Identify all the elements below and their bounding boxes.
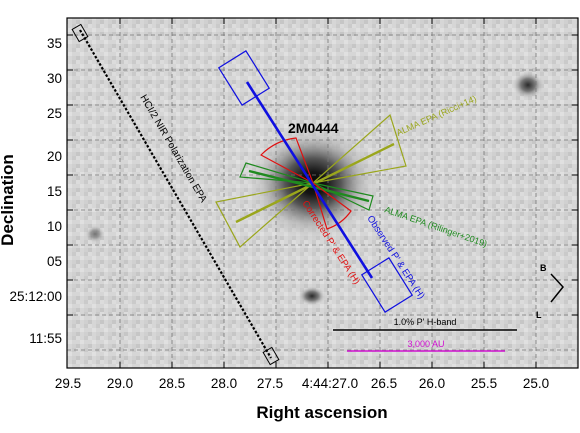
source-label: 2M0444 [288, 120, 339, 136]
compass-north: B [540, 263, 547, 273]
polarization-scale-label: 1.0% P' H-band [394, 317, 457, 327]
x-tick-labels: 29.5 29.0 28.5 28.0 27.5 4:44:27.0 26.5 … [55, 376, 549, 391]
x-tick-label: 26.5 [371, 376, 397, 391]
plot-frame [66, 17, 579, 369]
y-tick-label: 11:55 [29, 331, 62, 346]
compass-east: L [536, 310, 542, 320]
y-tick-label: 25:12:00 [9, 289, 62, 304]
y-tick-label: 30 [47, 71, 62, 86]
distance-scale-label: 3,000 AU [407, 339, 444, 349]
y-tick-label: 20 [47, 149, 62, 164]
x-tick-label: 27.5 [257, 376, 283, 391]
x-axis-title: Right ascension [256, 403, 387, 422]
y-tick-label: 15 [47, 184, 62, 199]
y-tick-labels: 35 30 25 20 15 10 05 25:12:00 11:55 [9, 36, 62, 346]
distance-scale-bar: 3,000 AU [347, 339, 505, 352]
tick-marks [67, 18, 578, 368]
x-tick-label: 28.5 [159, 376, 185, 391]
x-tick-label: 26.0 [419, 376, 445, 391]
x-tick-label: 29.5 [55, 376, 81, 391]
y-tick-label: 05 [47, 254, 62, 269]
compass: B L [536, 263, 564, 320]
y-tick-label: 25 [47, 106, 62, 121]
x-tick-label: 25.0 [523, 376, 549, 391]
y-tick-label: 35 [47, 36, 62, 51]
x-tick-label: 25.5 [471, 376, 497, 391]
x-tick-label: 29.0 [107, 376, 133, 391]
x-tick-label: 28.0 [211, 376, 237, 391]
y-tick-label: 10 [47, 219, 62, 234]
image-background [67, 18, 578, 368]
x-tick-label: 4:44:27.0 [302, 376, 358, 391]
y-axis-title: Declination [0, 154, 17, 246]
polarization-scale-bar: 1.0% P' H-band [333, 317, 517, 331]
